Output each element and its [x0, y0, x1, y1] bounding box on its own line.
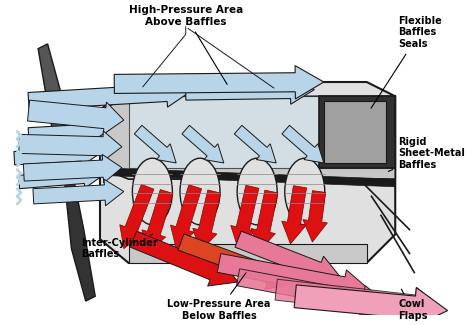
Polygon shape: [251, 190, 278, 252]
Polygon shape: [100, 96, 395, 179]
Polygon shape: [128, 244, 367, 263]
Polygon shape: [171, 185, 201, 249]
Circle shape: [59, 165, 74, 180]
Polygon shape: [235, 231, 343, 285]
Polygon shape: [100, 82, 395, 263]
Polygon shape: [324, 101, 386, 163]
Polygon shape: [38, 44, 69, 163]
Polygon shape: [178, 234, 295, 289]
Polygon shape: [28, 119, 109, 142]
Polygon shape: [28, 79, 191, 110]
Polygon shape: [120, 184, 154, 249]
Text: Flexible
Baffles
Seals: Flexible Baffles Seals: [371, 16, 442, 108]
Polygon shape: [100, 168, 395, 187]
Polygon shape: [114, 66, 324, 99]
Polygon shape: [27, 100, 124, 134]
Polygon shape: [33, 179, 124, 206]
Polygon shape: [19, 131, 122, 162]
Polygon shape: [65, 182, 95, 301]
Circle shape: [55, 161, 78, 184]
Polygon shape: [182, 125, 224, 163]
Ellipse shape: [237, 158, 277, 225]
Text: Inter-Cylinder
Baffles: Inter-Cylinder Baffles: [81, 234, 158, 259]
Polygon shape: [14, 143, 100, 166]
Ellipse shape: [180, 158, 220, 225]
Polygon shape: [142, 189, 173, 254]
Ellipse shape: [132, 158, 173, 225]
Polygon shape: [282, 186, 307, 244]
Polygon shape: [294, 285, 447, 325]
Text: High-Pressure Area
Above Baffles: High-Pressure Area Above Baffles: [128, 5, 243, 84]
Text: Rigid
Sheet-Metal
Baffles: Rigid Sheet-Metal Baffles: [388, 137, 465, 171]
Polygon shape: [130, 231, 238, 286]
Polygon shape: [282, 125, 324, 163]
Polygon shape: [18, 165, 103, 188]
Text: Cowl
Flaps: Cowl Flaps: [398, 289, 428, 321]
Ellipse shape: [285, 158, 325, 225]
Polygon shape: [237, 269, 391, 316]
Polygon shape: [23, 154, 122, 183]
Polygon shape: [217, 254, 372, 303]
Polygon shape: [128, 96, 395, 168]
Polygon shape: [275, 279, 443, 323]
Polygon shape: [303, 191, 328, 242]
Polygon shape: [186, 76, 314, 104]
Polygon shape: [319, 96, 395, 168]
Text: Low-Pressure Area
Below Baffles: Low-Pressure Area Below Baffles: [167, 273, 271, 321]
Polygon shape: [193, 190, 221, 252]
Polygon shape: [234, 125, 276, 163]
Polygon shape: [231, 185, 259, 249]
Polygon shape: [134, 125, 176, 163]
